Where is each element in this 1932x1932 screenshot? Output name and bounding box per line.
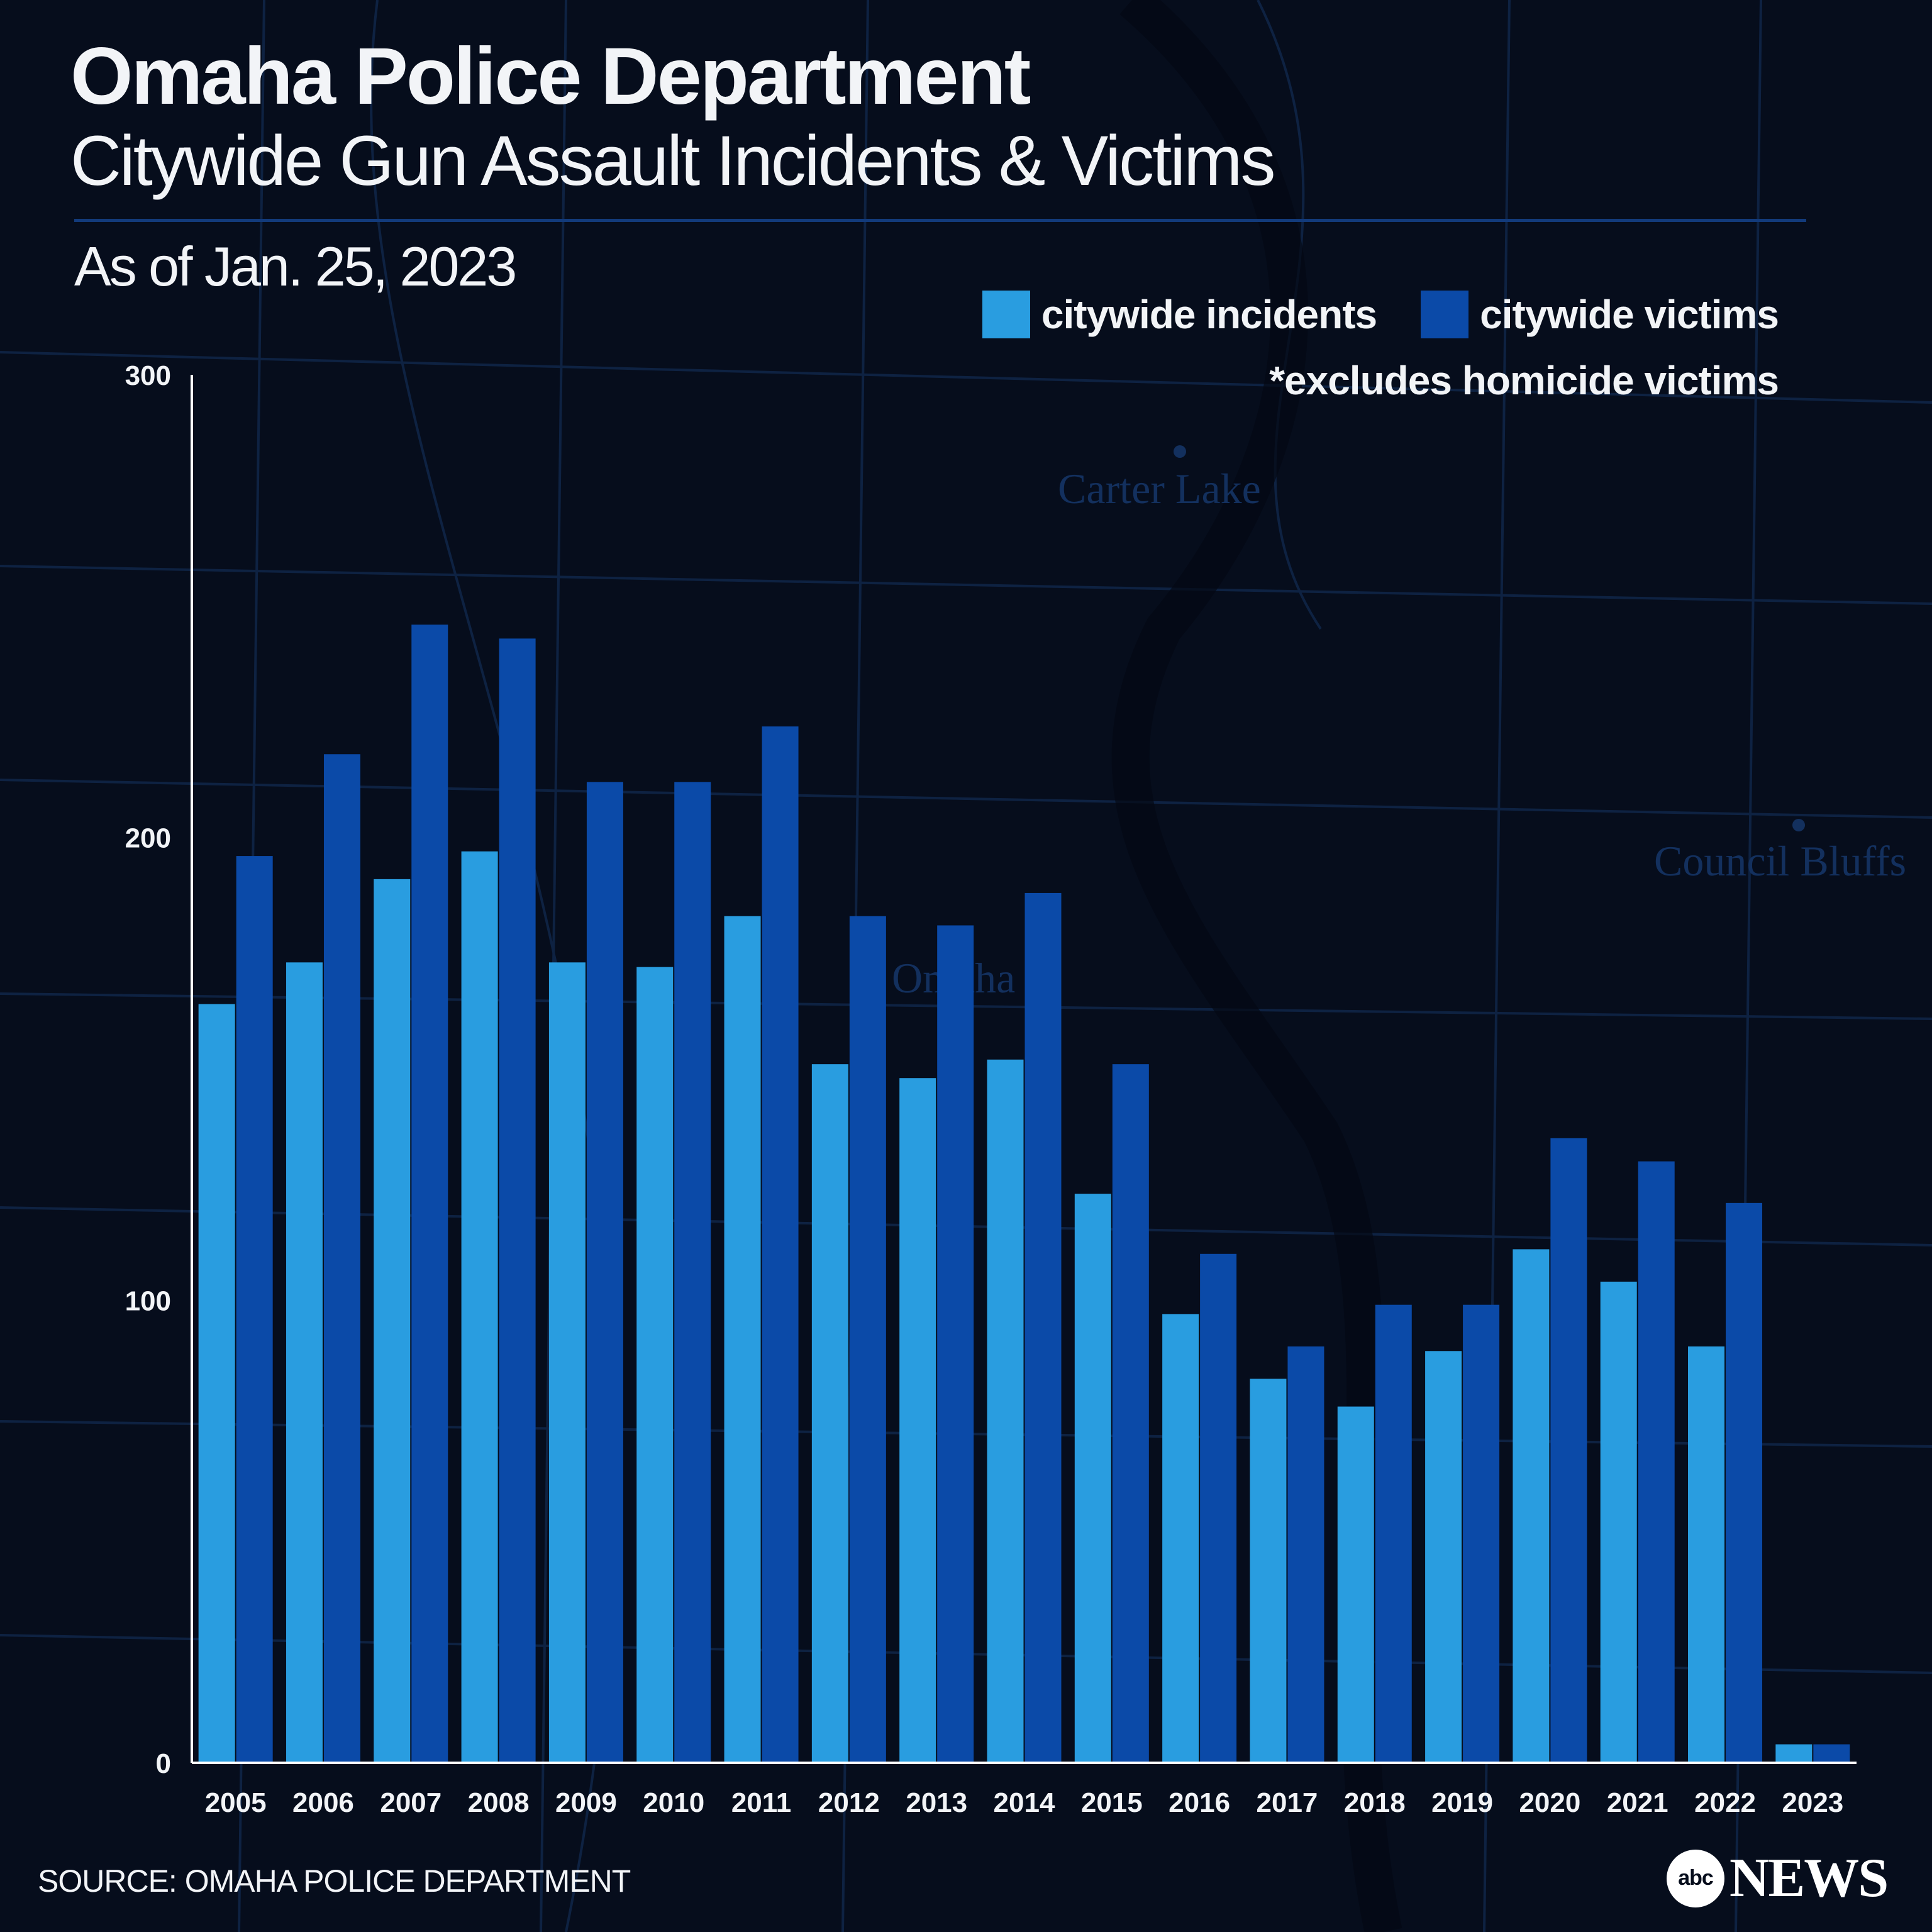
map-label-carter-lake: Carter Lake [1058, 465, 1261, 513]
bar-victims-2020 [1550, 1138, 1587, 1763]
bar-victims-2010 [674, 782, 711, 1763]
abc-logo-mark: abc [1667, 1849, 1724, 1907]
bar-incidents-2020 [1513, 1249, 1550, 1763]
bar-victims-2014 [1024, 892, 1062, 1763]
x-tick-label-2006: 2006 [292, 1787, 354, 1818]
bar-victims-2022 [1726, 1202, 1763, 1763]
bar-victims-2009 [586, 782, 623, 1763]
bar-victims-2005 [236, 856, 273, 1763]
y-tick-label-100: 100 [125, 1285, 171, 1316]
bar-victims-2013 [937, 925, 974, 1763]
x-tick-label-2009: 2009 [555, 1787, 617, 1818]
bar-incidents-2023 [1775, 1744, 1813, 1763]
bar-victims-2007 [411, 625, 448, 1763]
bar-victims-2015 [1112, 1064, 1149, 1763]
bar-victims-2023 [1813, 1744, 1850, 1763]
x-tick-label-2018: 2018 [1344, 1787, 1406, 1818]
bar-incidents-2012 [811, 1064, 848, 1763]
bar-victims-2016 [1200, 1253, 1237, 1763]
bar-incidents-2013 [899, 1078, 936, 1763]
legend-swatch-victims [1421, 291, 1469, 338]
bar-victims-2012 [849, 916, 886, 1763]
legend-note: *excludes homicide victims [1269, 358, 1779, 403]
x-tick-label-2022: 2022 [1694, 1787, 1756, 1818]
map-label-council-bluffs: Council Bluffs [1654, 837, 1906, 885]
abc-news-logo: abc NEWS [1667, 1846, 1889, 1910]
x-tick-label-2023: 2023 [1782, 1787, 1843, 1818]
x-tick-label-2011: 2011 [731, 1787, 791, 1818]
abc-logo-word: NEWS [1729, 1848, 1889, 1909]
x-tick-label-2010: 2010 [643, 1787, 704, 1818]
legend: citywide incidents citywide victims [982, 291, 1779, 338]
bar-victims-2017 [1287, 1346, 1324, 1763]
bar-victims-2018 [1375, 1304, 1412, 1763]
x-tick-label-2017: 2017 [1257, 1787, 1318, 1818]
bar-victims-2019 [1463, 1304, 1500, 1763]
source-credit: SOURCE: OMAHA POLICE DEPARTMENT [38, 1863, 631, 1899]
chart-title: Omaha Police Department [70, 31, 1031, 121]
x-tick-label-2015: 2015 [1081, 1787, 1143, 1818]
bar-incidents-2018 [1337, 1406, 1374, 1763]
bar-incidents-2017 [1250, 1379, 1287, 1763]
bar-incidents-2008 [461, 851, 498, 1763]
bar-incidents-2009 [548, 962, 586, 1763]
title-divider [74, 219, 1806, 222]
as-of-date: As of Jan. 25, 2023 [74, 235, 517, 297]
chart-subtitle: Citywide Gun Assault Incidents & Victims [70, 121, 1275, 200]
x-tick-label-2014: 2014 [994, 1787, 1055, 1818]
y-tick-label-300: 300 [125, 360, 171, 391]
x-tick-label-2019: 2019 [1431, 1787, 1493, 1818]
bar-victims-2006 [323, 754, 360, 1763]
y-tick-label-200: 200 [125, 823, 171, 854]
x-tick-label-2021: 2021 [1607, 1787, 1668, 1818]
x-tick-label-2012: 2012 [818, 1787, 880, 1818]
bar-incidents-2007 [374, 879, 411, 1763]
x-tick-label-2008: 2008 [468, 1787, 530, 1818]
bar-incidents-2006 [286, 962, 323, 1763]
bar-victims-2021 [1638, 1161, 1675, 1763]
x-tick-label-2013: 2013 [906, 1787, 967, 1818]
bar-victims-2008 [499, 638, 536, 1763]
bar-incidents-2019 [1425, 1351, 1462, 1763]
bar-incidents-2010 [636, 967, 674, 1763]
legend-swatch-incidents [982, 291, 1030, 338]
bar-incidents-2014 [987, 1059, 1024, 1763]
bar-incidents-2005 [198, 1004, 235, 1763]
x-tick-label-2007: 2007 [380, 1787, 441, 1818]
legend-label-incidents: citywide incidents [1041, 292, 1377, 337]
x-tick-label-2020: 2020 [1519, 1787, 1580, 1818]
y-tick-label-0: 0 [156, 1748, 171, 1779]
x-tick-label-2016: 2016 [1169, 1787, 1230, 1818]
bar-incidents-2022 [1688, 1346, 1725, 1763]
bar-incidents-2015 [1074, 1194, 1111, 1763]
bar-incidents-2016 [1162, 1314, 1199, 1763]
x-tick-label-2005: 2005 [205, 1787, 267, 1818]
legend-label-victims: citywide victims [1480, 292, 1779, 337]
bar-incidents-2011 [724, 916, 761, 1763]
bar-incidents-2021 [1600, 1281, 1637, 1763]
bar-victims-2011 [762, 726, 799, 1763]
